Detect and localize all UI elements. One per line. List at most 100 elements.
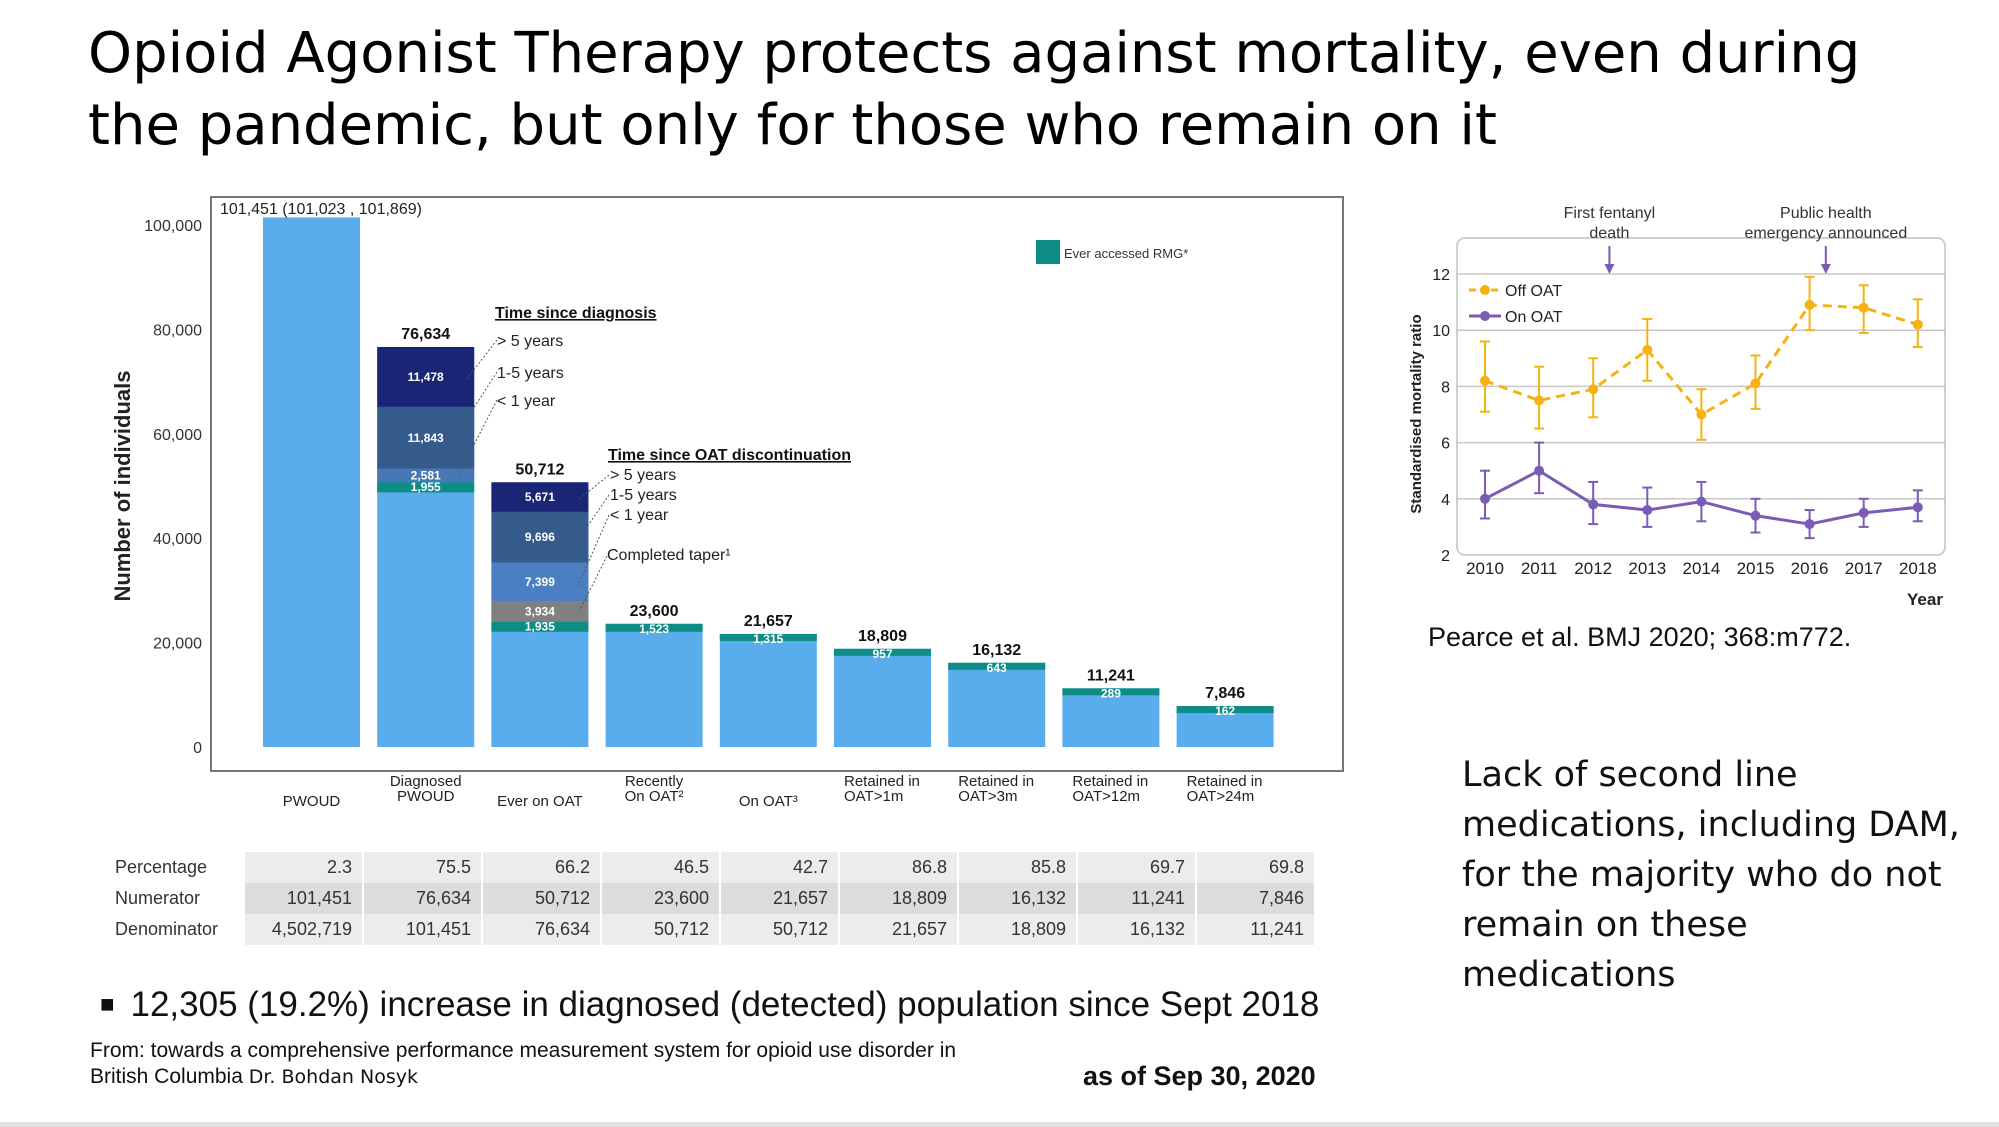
rmg-strip [1062,688,1160,696]
table-cell: 21,657 [838,914,958,945]
table-cell: 50,712 [719,914,839,945]
rmg-strip [948,662,1046,670]
source-text: From: towards a comprehensive performanc… [90,1039,957,1088]
x-category-label: PWOUD [397,788,455,805]
data-point [1858,507,1869,518]
x-tick-label: 2014 [1682,559,1720,578]
rmg-label: 289 [1101,686,1121,700]
table-cell: 18,809 [957,914,1077,945]
data-point [1804,299,1815,310]
annotation-item: > 5 years [610,467,676,484]
bar [1062,688,1160,747]
x-tick-label: 2012 [1574,559,1612,578]
table-cell: 75.5 [362,852,482,883]
rmg-strip [719,633,817,641]
table-cell: 69.7 [1076,852,1196,883]
leader-line [577,474,610,501]
x-tick-label: 2017 [1845,559,1883,578]
as-of-date: as of Sep 30, 2020 [1083,1061,1316,1091]
x-tick-label: 2018 [1899,559,1937,578]
table-row: Numerator 101,451 76,634 50,712 23,600 21,657… [105,883,1314,914]
segment-label: 7,399 [525,575,555,589]
data-point [1912,502,1923,513]
rmg-strip [834,648,931,656]
legend-marker [1480,311,1490,321]
stack-segment [491,482,589,512]
cascade-of-care-chart: Number of individuals 0 20,000 40,000 60,000… [110,201,1274,810]
stack-segment [491,562,589,602]
table-cell: 42.7 [719,852,839,883]
x-tick-label: 2011 [1521,559,1558,578]
legend-swatch [1036,240,1060,264]
annotation-item: < 1 year [610,507,669,524]
divider [0,1122,1999,1127]
data-point [1534,465,1545,476]
event-label: First fentanyl [1564,205,1656,222]
y-tick-label: 2 [1441,548,1450,565]
segment-label: 3,934 [525,604,555,618]
y-tick-label: 80,000 [153,322,202,339]
table-cell: 76,634 [481,914,601,945]
x-axis-title: Year [1907,590,1943,609]
bar [719,633,817,747]
data-point [1858,302,1869,313]
x-category-label: PWOUD [283,793,341,810]
table-cell: 7,846 [1195,883,1314,914]
segment-label: 5,671 [525,490,555,504]
table-row: Denominator 4,502,719 101,451 76,634 50,712 5… [105,914,1314,945]
data-point [1804,519,1815,530]
leader-line [465,371,498,421]
x-category-label: OAT>1m [844,788,903,805]
rmg-label: 162 [1215,704,1235,718]
event-label: Public health [1780,205,1872,222]
mortality-ratio-chart: 2 4 6 8 10 12 Standardised mortality ratio 2010… [1408,205,1946,609]
event-arrow-head [1820,264,1831,274]
source-note: From: towards a comprehensive performanc… [90,1038,990,1090]
data-point [1588,384,1599,395]
y-tick-label: 0 [193,740,202,757]
callout-text: Lack of second line medications, includi… [1462,755,1960,995]
y-tick-label: 40,000 [153,531,202,548]
total-label: 50,712 [515,461,564,478]
table-cell: 4,502,719 [243,914,363,945]
table-cell: 2.3 [243,852,363,883]
total-label: 16,132 [972,642,1021,659]
table-cell: 86.8 [838,852,958,883]
table-row: Percentage 2.3 75.5 66.2 46.5 42.7 86.8 85.8 69.… [105,852,1314,883]
x-category-label: Retained in [1187,773,1263,790]
stack-segment [491,511,589,563]
leader-line [465,339,498,381]
table-cell: 50,712 [481,883,601,914]
y-tick-label: 12 [1432,267,1450,284]
x-tick-label: 2010 [1466,559,1504,578]
bullet-icon: ■ [100,991,115,1018]
leader-line [577,514,610,587]
table-cell: 16,132 [1076,914,1196,945]
x-category-label: On OAT³ [739,793,798,810]
table-cell: 69.8 [1195,852,1314,883]
y-tick-label: 100,000 [144,218,202,235]
x-category-label: On OAT² [625,788,684,805]
bar [834,648,931,747]
table-cell: 21,657 [719,883,839,914]
segment-label: 11,478 [408,370,444,384]
event-label: emergency announced [1744,225,1907,242]
citation: Pearce et al. BMJ 2020; 368:m772. [1428,622,1852,652]
source-author: Dr. Bohdan Nosyk [248,1066,418,1088]
table-cell: 23,600 [600,883,720,914]
segment-label: 9,696 [525,530,555,544]
x-tick-label: 2016 [1791,559,1829,578]
data-point [1642,344,1653,355]
y-tick-label: 10 [1432,323,1450,340]
total-label: 23,600 [630,603,679,620]
y-tick-label: 4 [1441,492,1450,509]
data-point [1534,395,1545,406]
total-label: 101,451 (101,023 , 101,869) [220,201,422,218]
x-tick-label: 2013 [1628,559,1666,578]
data-point [1750,510,1761,521]
table-cell: 50,712 [600,914,720,945]
bullet-point: ■ 12,305 (19.2%) increase in diagnosed (d… [100,985,1319,1025]
y-tick-label: 6 [1441,436,1450,453]
data-point [1588,499,1599,510]
